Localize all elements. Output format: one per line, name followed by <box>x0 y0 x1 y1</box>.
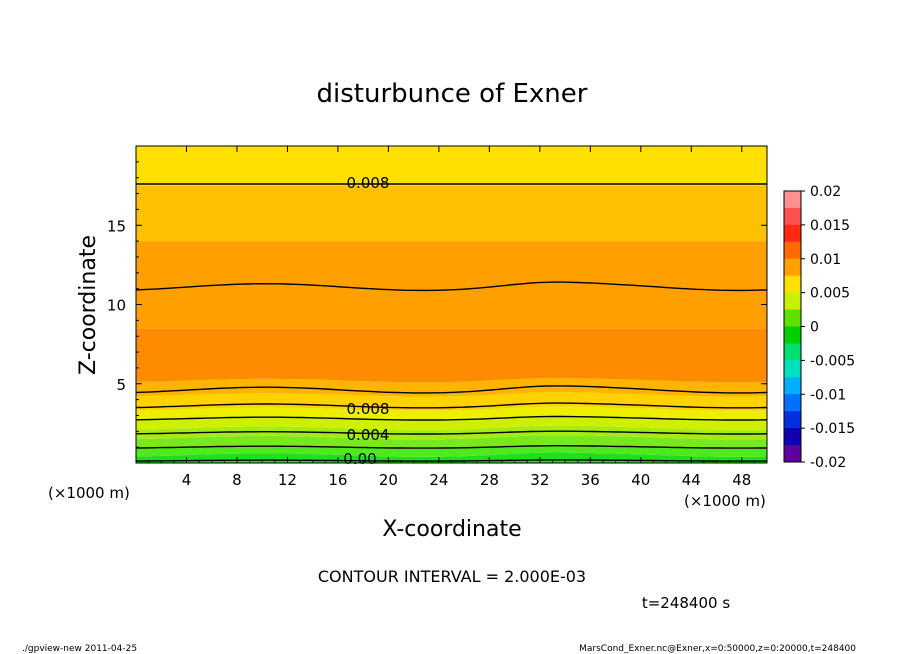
contour-line-1 <box>135 281 768 292</box>
x-tick-label-5: 24 <box>429 471 448 489</box>
fill-band-9 <box>136 241 767 329</box>
contour-label-middle: 0.008 <box>347 400 390 418</box>
fill-band-4 <box>136 416 767 430</box>
colorbar-cell-10 <box>784 360 801 378</box>
x-tick-label-8: 36 <box>581 471 600 489</box>
footer-right: MarsCond_Exner.nc@Exner,x=0:50000,z=0:20… <box>579 644 856 654</box>
colorbar-cell-2 <box>784 224 801 243</box>
colorbar-cell-8 <box>784 326 801 344</box>
colorbar-cell-12 <box>784 394 801 412</box>
y-tick-label-0: 5 <box>116 376 126 394</box>
colorbar-cell-0 <box>784 191 801 209</box>
colorbar: 0.02 0.015 0.01 0.005 0 -0.005 -0.01 -0.015 -0.0… <box>783 184 855 471</box>
fill-band-1 <box>136 444 767 457</box>
colorbar-tick-label-0: 0.02 <box>810 184 841 200</box>
colorbar-cell-6 <box>784 292 801 311</box>
contour-line-3 <box>135 402 768 409</box>
colorbar-cell-14 <box>784 428 801 446</box>
colorbar-cell-11 <box>784 377 801 395</box>
colorbar-cell-15 <box>784 445 801 463</box>
x-tick-label-0: 4 <box>182 471 192 489</box>
fill-band-3 <box>136 425 767 440</box>
x-tick-label-3: 16 <box>328 471 347 489</box>
contour-label-lower: 0.004 <box>347 426 390 444</box>
x-axis-unit-left: (×1000 m) <box>48 484 130 502</box>
colorbar-cells <box>784 191 801 463</box>
fill-band-2 <box>136 435 767 449</box>
fill-band-8 <box>136 328 767 383</box>
fill-bands <box>136 146 767 463</box>
contour-line-6 <box>135 445 767 449</box>
contour-label-top: 0.008 <box>347 174 390 192</box>
x-tick-label-9: 40 <box>631 471 650 489</box>
contour-line-2 <box>135 385 768 394</box>
fill-band-7 <box>136 378 767 397</box>
x-tick-label-10: 44 <box>682 471 701 489</box>
x-tick-label-2: 12 <box>278 471 297 489</box>
colorbar-cell-4 <box>784 258 801 277</box>
colorbar-cell-5 <box>784 275 801 294</box>
x-axis-unit-right: (×1000 m) <box>684 492 766 510</box>
x-tick-label-1: 8 <box>232 471 242 489</box>
colorbar-tick-label-3: 0.005 <box>810 286 850 302</box>
fill-band-6 <box>136 392 767 411</box>
contour-interval-text: CONTOUR INTERVAL = 2.000E-03 <box>318 567 586 586</box>
colorbar-tick-label-4: 0 <box>810 320 819 336</box>
chart-title: disturbunce of Exner <box>317 79 588 109</box>
footer-left: ./gpview-new 2011-04-25 <box>22 644 137 654</box>
colorbar-tick-label-6: -0.01 <box>810 387 846 403</box>
colorbar-cell-3 <box>784 241 801 260</box>
colorbar-cell-9 <box>784 343 801 361</box>
x-tick-label-6: 28 <box>480 471 499 489</box>
colorbar-tick-label-5: -0.005 <box>810 353 855 369</box>
fill-band-10 <box>136 185 767 242</box>
contour-line-4 <box>135 415 768 421</box>
colorbar-tick-label-7: -0.015 <box>810 421 855 437</box>
x-tick-label-7: 32 <box>530 471 549 489</box>
y-axis-ticks: 5 10 15 <box>107 161 767 448</box>
x-tick-label-11: 48 <box>732 471 751 489</box>
y-tick-label-2: 15 <box>107 217 126 235</box>
colorbar-tick-label-8: -0.02 <box>810 455 846 471</box>
colorbar-tick-label-2: 0.01 <box>810 252 841 268</box>
x-axis-ticks: 4 8 12 16 20 24 28 32 36 40 44 48 <box>148 146 755 489</box>
x-axis-label: X-coordinate <box>382 517 521 542</box>
plot-area: 0.008 0.008 0.004 0.00 4 8 12 16 20 24 28 32 36 4… <box>107 145 768 489</box>
colorbar-cell-13 <box>784 411 801 429</box>
contour-label-bottom: 0.00 <box>343 450 376 468</box>
x-tick-label-4: 20 <box>379 471 398 489</box>
contour-line-5 <box>135 430 768 435</box>
y-axis-label: Z-coordinate <box>76 235 101 375</box>
fill-band-11 <box>136 146 767 186</box>
time-text: t=248400 s <box>642 594 730 612</box>
y-tick-label-1: 10 <box>107 297 126 315</box>
colorbar-cell-7 <box>784 309 801 327</box>
colorbar-cell-1 <box>784 207 801 226</box>
colorbar-tick-labels: 0.02 0.015 0.01 0.005 0 -0.005 -0.01 -0.015 -0.0… <box>801 184 855 471</box>
colorbar-tick-label-1: 0.015 <box>810 218 850 234</box>
